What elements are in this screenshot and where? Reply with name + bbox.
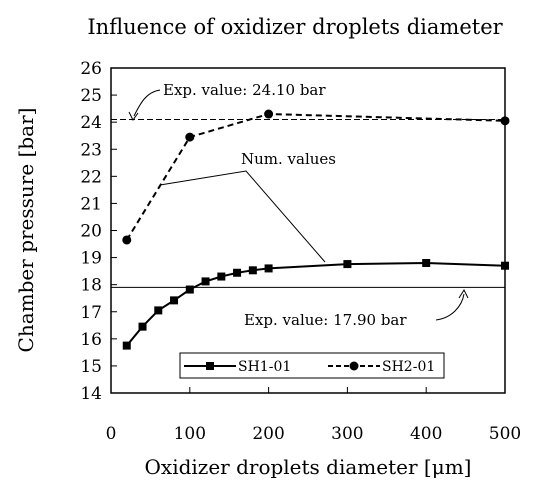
series-layer (122, 109, 510, 350)
data-point-SH1-01 (501, 261, 509, 270)
y-tick-label: 15 (80, 357, 102, 377)
data-point-SH1-01 (154, 306, 163, 315)
y-ticks: 14 15 16 17 18 19 20 21 22 23 24 25 26 (80, 59, 117, 404)
y-tick-label: 21 (80, 194, 102, 214)
data-point-SH1-01 (201, 277, 210, 286)
num-values-label: Num. values (241, 150, 336, 168)
exp-value-leader-sh2 (133, 89, 161, 117)
x-tick-label: 200 (252, 424, 284, 444)
reference-lines (111, 118, 505, 288)
exp-value-leader-sh2-arrow (128, 111, 139, 121)
y-tick-label: 14 (80, 384, 102, 404)
legend-label-sh1: SH1-01 (238, 359, 291, 375)
data-point-SH1-01 (138, 322, 147, 331)
plot-frame (110, 67, 506, 394)
data-point-SH1-01 (185, 285, 194, 294)
exp-value-label-sh1: Exp. value: 17.90 bar (244, 311, 407, 329)
data-point-SH2-01 (185, 132, 195, 142)
y-tick-label: 19 (80, 249, 102, 269)
y-tick-label: 20 (80, 222, 102, 242)
data-point-SH1-01 (343, 260, 352, 269)
num-values-leader (159, 170, 326, 263)
x-tick-label: 0 (106, 424, 117, 444)
legend-marker-sh1 (206, 362, 214, 370)
legend-label-sh2: SH2-01 (382, 359, 435, 375)
data-point-SH1-01 (264, 264, 273, 273)
data-point-SH2-01 (500, 116, 510, 126)
y-tick-label: 18 (80, 276, 102, 296)
data-point-SH1-01 (170, 296, 179, 305)
data-point-SH2-01 (122, 235, 132, 245)
y-tick-label: 17 (80, 303, 102, 323)
chart-title: Influence of oxidizer droplets diameter (87, 15, 503, 39)
x-tick-label: 500 (489, 424, 521, 444)
x-tick-label: 100 (174, 424, 206, 444)
legend: SH1-01 SH2-01 (179, 352, 445, 379)
data-point-SH1-01 (217, 272, 226, 281)
x-ticks: 0 100 200 300 400 500 (106, 387, 521, 444)
data-point-SH1-01 (122, 341, 131, 350)
y-tick-label: 16 (80, 330, 102, 350)
x-tick-label: 300 (331, 424, 363, 444)
y-axis-label: Chamber pressure [bar] (14, 108, 38, 353)
data-point-SH1-01 (233, 268, 242, 277)
exp-value-leader-sh1-arrow (458, 288, 469, 299)
x-tick-label: 400 (410, 424, 442, 444)
exp-value-leader-sh1 (435, 293, 465, 321)
x-axis-label: Oxidizer droplets diameter [μm] (145, 455, 472, 479)
series-line-SH1-01 (126, 261, 506, 347)
y-tick-label: 22 (80, 167, 102, 187)
legend-marker-sh2 (349, 361, 359, 371)
data-point-SH1-01 (422, 259, 431, 267)
y-tick-label: 25 (80, 86, 102, 106)
y-tick-label: 23 (80, 140, 102, 160)
exp-value-label-sh2: Exp. value: 24.10 bar (163, 81, 326, 99)
data-point-SH2-01 (264, 109, 274, 119)
series-line-SH2-01 (125, 112, 506, 241)
y-tick-label: 24 (80, 113, 102, 133)
data-point-SH1-01 (248, 266, 257, 275)
y-tick-label: 26 (80, 59, 102, 79)
